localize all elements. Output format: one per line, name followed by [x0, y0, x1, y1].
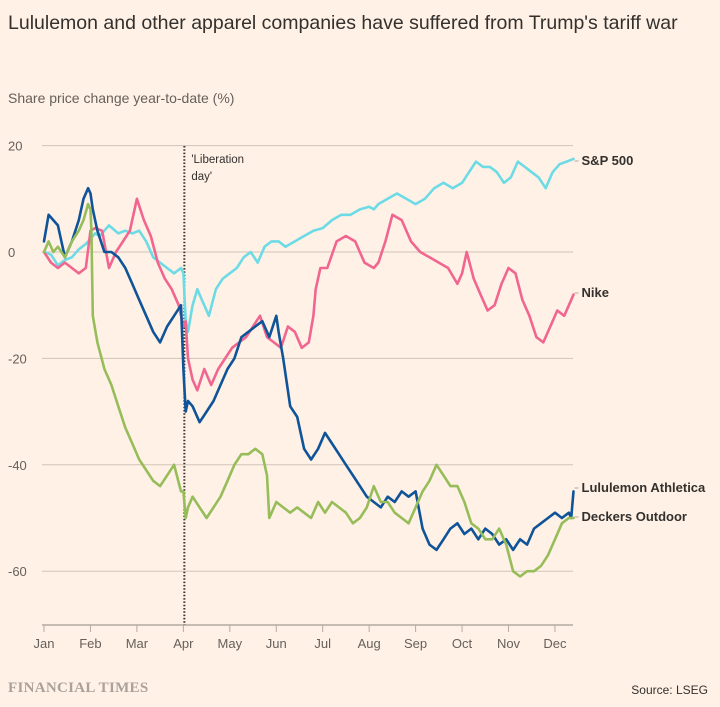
source-note: Source: LSEG: [631, 683, 708, 697]
grid-lines: [42, 145, 573, 572]
series-line-lululemon-athletica: [42, 186, 575, 552]
chart-title: Lululemon and other apparel companies ha…: [8, 12, 678, 34]
x-tick-label: Jun: [266, 636, 287, 651]
series-line-nike: [42, 197, 575, 392]
y-tick-label: 0: [8, 245, 15, 260]
series-labels: S&P 500 Nike Lululemon Athletica Deckers Ou…: [574, 153, 707, 524]
x-tick-label: Apr: [173, 636, 194, 651]
annotations: 'Liberation day': [183, 146, 244, 625]
chart-subtitle: Share price change year-to-date (%): [8, 90, 235, 106]
y-tick-label: 20: [8, 139, 22, 154]
annotation-label: day': [191, 171, 212, 183]
series-label-lululemon-athletica: Lululemon Athletica: [582, 480, 707, 495]
x-tick-label: Jan: [34, 636, 55, 651]
x-tick-label: May: [218, 636, 243, 651]
x-axis: Jan Feb Mar Apr May Jun Jul Aug Sep Oct Nov Dec: [34, 624, 573, 651]
annotation-label: 'Liberation: [191, 154, 244, 166]
x-tick-label: Aug: [358, 636, 381, 651]
x-tick-label: Dec: [543, 636, 567, 651]
ft-logo: FINANCIAL TIMES: [8, 680, 149, 696]
y-axis: 20 0 -20 -40 -60: [8, 139, 27, 580]
series-lines: [42, 157, 575, 578]
x-tick-label: Nov: [497, 636, 521, 651]
series-line-deckers-outdoor: [42, 202, 575, 578]
y-tick-label: -20: [8, 351, 27, 366]
x-tick-label: Jul: [314, 636, 331, 651]
x-tick-label: Oct: [452, 636, 473, 651]
x-tick-label: Mar: [126, 636, 149, 651]
series-label-s-p-500: S&P 500: [582, 153, 634, 168]
y-tick-label: -40: [8, 458, 27, 473]
series-label-nike: Nike: [582, 285, 609, 300]
series-label-deckers-outdoor: Deckers Outdoor: [582, 509, 687, 524]
x-tick-label: Feb: [79, 636, 101, 651]
series-line-s-p-500: [42, 157, 575, 334]
y-tick-label: -60: [8, 564, 27, 579]
x-tick-label: Sep: [404, 636, 427, 651]
